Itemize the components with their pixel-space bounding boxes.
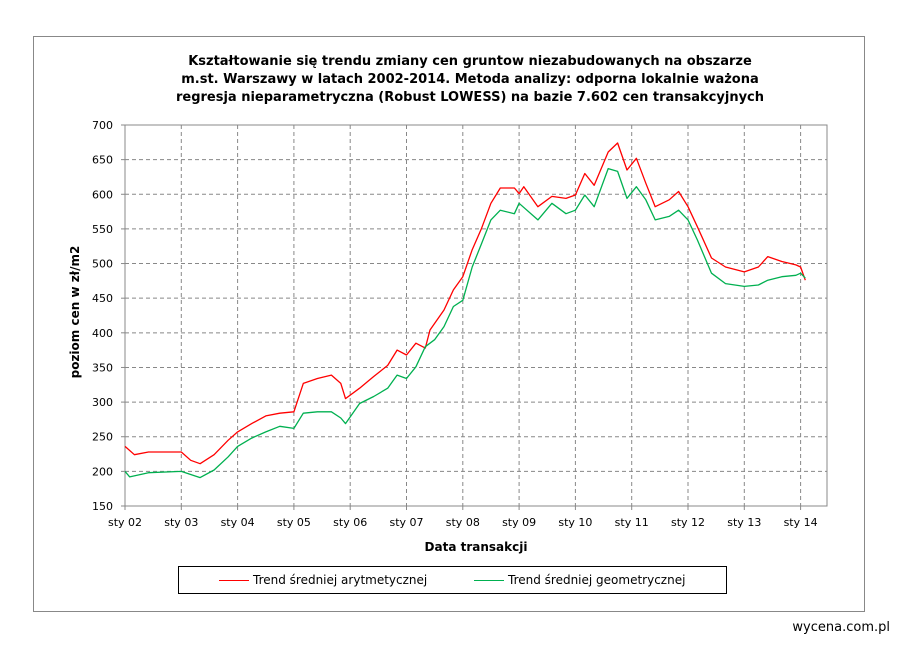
- x-tick-label: sty 02: [108, 516, 142, 529]
- title-line-1: Kształtowanie się trendu zmiany cen grun…: [188, 54, 752, 69]
- x-tick-label: sty 12: [671, 516, 705, 529]
- legend-swatch-red: [219, 579, 249, 581]
- x-tick-label: sty 08: [446, 516, 480, 529]
- x-tick-label: sty 06: [333, 516, 367, 529]
- x-tick-label: sty 11: [615, 516, 649, 529]
- x-tick-label: sty 03: [164, 516, 198, 529]
- brand-watermark: wycena.com.pl: [792, 620, 890, 635]
- title-line-2: m.st. Warszawy w latach 2002-2014. Metod…: [181, 72, 759, 87]
- y-axis-label: poziom cen w zł/m2: [68, 246, 82, 379]
- chart-frame: [33, 36, 865, 612]
- plot-area-border: [124, 124, 828, 507]
- series-line-arithmetic: [124, 142, 806, 465]
- x-tick-label: sty 05: [277, 516, 311, 529]
- x-axis-label: Data transakcji: [425, 540, 528, 554]
- x-tick-label: sty 14: [784, 516, 818, 529]
- y-tick-label: 250: [92, 431, 113, 444]
- y-tick-label: 700: [92, 119, 113, 132]
- y-tick-label: 400: [92, 327, 113, 340]
- y-tick-label: 650: [92, 154, 113, 167]
- x-tick-label: sty 04: [221, 516, 255, 529]
- y-tick-label: 450: [92, 292, 113, 305]
- y-tick-label: 300: [92, 396, 113, 409]
- y-tick-label: 600: [92, 188, 113, 201]
- x-tick-label: sty 07: [389, 516, 423, 529]
- y-tick-label: 200: [92, 465, 113, 478]
- legend: Trend średniej arytmetycznej Trend średn…: [178, 566, 727, 594]
- x-tick-label: sty 13: [727, 516, 761, 529]
- x-tick-label: sty 09: [502, 516, 536, 529]
- legend-label: Trend średniej geometrycznej: [508, 573, 686, 587]
- legend-item-arithmetic: Trend średniej arytmetycznej: [219, 573, 427, 587]
- legend-swatch-green: [474, 579, 504, 581]
- title-line-3: regresja nieparametryczna (Robust LOWESS…: [175, 90, 765, 105]
- x-tick-label: sty 10: [558, 516, 592, 529]
- legend-label: Trend średniej arytmetycznej: [253, 573, 428, 587]
- y-tick-label: 550: [92, 223, 113, 236]
- series-line-geometric: [124, 167, 806, 479]
- legend-item-geometric: Trend średniej geometrycznej: [474, 573, 685, 587]
- y-tick-label: 350: [92, 361, 113, 374]
- y-tick-label: 500: [92, 258, 113, 271]
- y-tick-label: 150: [92, 500, 113, 513]
- chart-title: Kształtowanie się trendu zmiany cen grun…: [120, 53, 820, 107]
